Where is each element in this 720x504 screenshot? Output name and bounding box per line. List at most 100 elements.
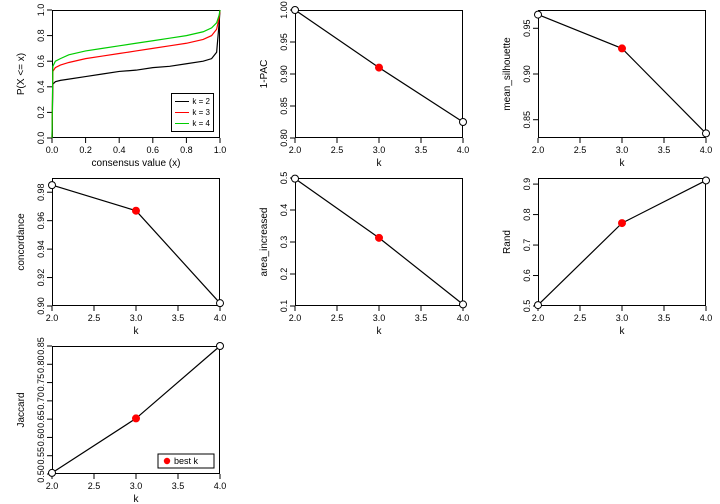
svg-text:0.4: 0.4 [279,204,289,217]
svg-text:0.96: 0.96 [36,212,46,230]
svg-text:0.80: 0.80 [279,129,289,147]
svg-text:4.0: 4.0 [214,313,227,323]
x-axis-label: k [620,326,626,337]
x-axis-label: consensus value (x) [92,158,181,169]
svg-text:0.5: 0.5 [522,300,532,313]
svg-text:0.4: 0.4 [36,81,46,94]
svg-text:3.0: 3.0 [616,313,629,323]
svg-text:2.5: 2.5 [88,481,101,491]
svg-text:0.0: 0.0 [36,132,46,145]
svg-text:0.3: 0.3 [279,236,289,249]
svg-text:3.0: 3.0 [130,313,143,323]
svg-text:2.0: 2.0 [532,313,545,323]
cdf-panel: 0.00.20.40.60.81.00.00.20.40.60.81.0cons… [52,10,220,138]
legend-label: k = 3 [192,107,210,118]
svg-text:0.90: 0.90 [522,65,532,83]
svg-text:3.5: 3.5 [172,313,185,323]
svg-text:0.0: 0.0 [46,145,59,155]
best-k-point [133,207,140,214]
x-axis-label: k [134,494,140,504]
svg-text:0.80: 0.80 [36,356,46,374]
metric-point [460,301,467,308]
svg-text:2.5: 2.5 [574,145,587,155]
metric-panel-one-minus-pac: 2.02.53.03.54.00.800.850.900.951.00k1-PA… [295,10,463,138]
svg-text:0.55: 0.55 [36,447,46,465]
svg-text:0.85: 0.85 [36,337,46,355]
y-axis-label: 1-PAC [259,60,270,89]
metric-line [52,185,220,303]
svg-text:3.5: 3.5 [658,145,671,155]
metric-point [535,302,542,309]
svg-text:2.5: 2.5 [331,145,344,155]
svg-text:4.0: 4.0 [457,145,470,155]
svg-text:0.92: 0.92 [36,269,46,287]
svg-text:0.90: 0.90 [279,65,289,83]
best-k-point [133,415,140,422]
metric-panel-area-increased: 2.02.53.03.54.00.10.20.30.40.5karea_incr… [295,178,463,306]
svg-text:2.5: 2.5 [88,313,101,323]
svg-text:1.0: 1.0 [36,4,46,17]
svg-text:2.5: 2.5 [574,313,587,323]
svg-text:2.0: 2.0 [289,313,302,323]
svg-text:0.95: 0.95 [522,20,532,38]
svg-text:0.6: 0.6 [36,55,46,68]
svg-text:0.94: 0.94 [36,240,46,258]
svg-text:0.65: 0.65 [36,410,46,428]
metric-panel-mean-silhouette: 2.02.53.03.54.00.850.900.95kmean_silhoue… [538,10,706,138]
x-axis-label: k [377,326,383,337]
svg-text:4.0: 4.0 [700,145,713,155]
best-k-point [619,45,626,52]
svg-text:4.0: 4.0 [700,313,713,323]
svg-text:0.5: 0.5 [279,172,289,185]
svg-text:0.8: 0.8 [180,145,193,155]
best-k-point [376,64,383,71]
svg-text:0.2: 0.2 [79,145,92,155]
svg-text:0.8: 0.8 [36,29,46,42]
best-k-point [619,220,626,227]
y-axis-label: mean_silhouette [502,37,513,111]
metric-point [49,182,56,189]
svg-text:0.90: 0.90 [36,297,46,315]
svg-text:2.0: 2.0 [289,145,302,155]
svg-text:best k: best k [174,456,199,466]
metric-point [217,343,224,350]
metric-panel-concordance: 2.02.53.03.54.00.900.920.940.960.98kconc… [52,178,220,306]
x-axis-label: k [377,158,383,169]
svg-text:0.6: 0.6 [522,269,532,282]
metric-line [538,15,706,134]
svg-text:0.70: 0.70 [36,392,46,410]
svg-text:0.7: 0.7 [522,239,532,252]
svg-text:1.0: 1.0 [214,145,227,155]
svg-text:0.50: 0.50 [36,465,46,483]
metric-point [535,11,542,18]
metric-point [49,469,56,476]
svg-text:0.8: 0.8 [522,208,532,221]
svg-text:0.95: 0.95 [279,33,289,51]
metric-point [703,177,710,184]
svg-text:0.4: 0.4 [113,145,126,155]
svg-text:2.0: 2.0 [46,313,59,323]
best-k-point [376,234,383,241]
legend-label: k = 2 [192,96,210,107]
svg-text:0.75: 0.75 [36,374,46,392]
y-axis-label: concordance [16,213,27,271]
svg-text:0.60: 0.60 [36,429,46,447]
metric-point [703,130,710,137]
metric-point [292,7,299,14]
svg-text:2.0: 2.0 [532,145,545,155]
svg-text:3.0: 3.0 [130,481,143,491]
svg-text:0.1: 0.1 [279,300,289,313]
svg-text:4.0: 4.0 [214,481,227,491]
metric-point [217,300,224,307]
legend-label: k = 4 [192,118,210,129]
svg-text:0.85: 0.85 [522,111,532,129]
x-axis-label: k [134,326,140,337]
svg-text:0.9: 0.9 [522,178,532,191]
svg-text:2.0: 2.0 [46,481,59,491]
y-axis-label: area_increased [259,208,270,277]
svg-text:0.6: 0.6 [147,145,160,155]
svg-text:3.0: 3.0 [373,145,386,155]
svg-text:3.5: 3.5 [172,481,185,491]
svg-text:3.0: 3.0 [616,145,629,155]
y-axis-label: Rand [502,230,513,254]
